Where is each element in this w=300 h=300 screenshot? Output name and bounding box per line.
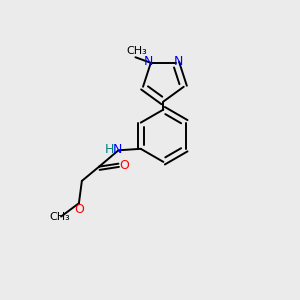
Text: O: O [119, 159, 129, 172]
Text: O: O [75, 202, 84, 216]
Text: CH₃: CH₃ [127, 46, 147, 56]
Text: N: N [144, 56, 153, 68]
Text: H: H [105, 142, 114, 156]
Text: N: N [174, 56, 183, 68]
Text: N: N [112, 142, 122, 156]
Text: CH₃: CH₃ [50, 212, 70, 223]
